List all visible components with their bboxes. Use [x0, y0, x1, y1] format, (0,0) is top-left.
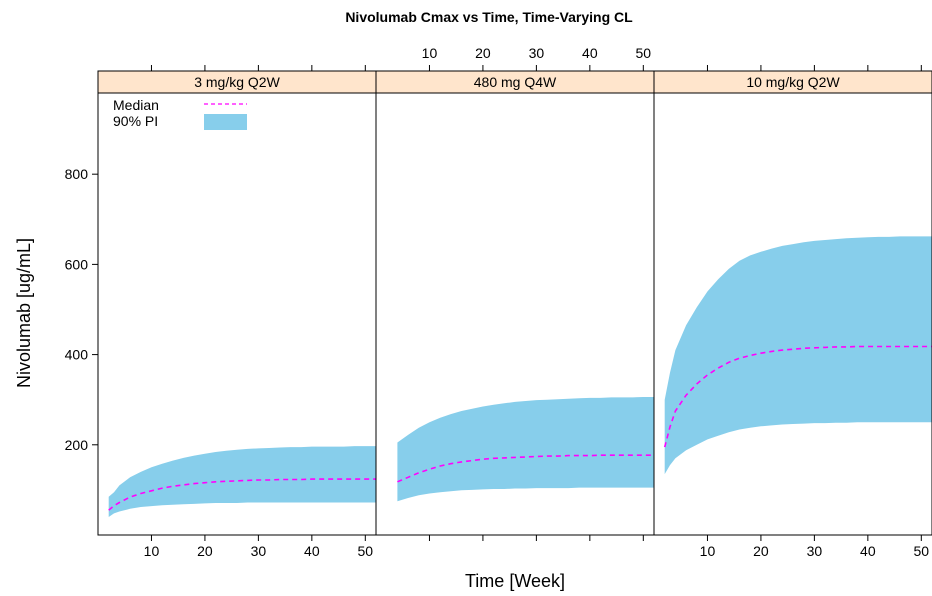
x-tick-label-1-10: 10 [144, 543, 160, 559]
y-tick-label-400: 400 [65, 347, 89, 363]
x-tick-label-1-40: 40 [304, 543, 320, 559]
panel-3: 10 mg/kg Q2W [653, 70, 932, 536]
pi-band-1 [108, 446, 376, 517]
panel-border-3 [653, 70, 932, 536]
strip-label-3: 10 mg/kg Q2W [746, 74, 840, 90]
y-tick-label-200: 200 [65, 437, 89, 453]
legend-label-median: Median [113, 97, 159, 113]
strip-label-2: 480 mg Q4W [474, 74, 557, 90]
x-tick-label-3-10: 10 [700, 543, 716, 559]
strip-label-1: 3 mg/kg Q2W [194, 74, 280, 90]
x-tick-label-3-40: 40 [860, 543, 876, 559]
x-tick-label-top-50: 50 [636, 45, 652, 61]
y-tick-label-600: 600 [65, 256, 89, 272]
legend-label-pi: 90% PI [113, 113, 158, 129]
chart-title: Nivolumab Cmax vs Time, Time-Varying CL [345, 9, 633, 25]
axes: 200 400 600 800 10 20 30 40 50 10 20 30 40 50 10 20 30 40… [65, 45, 930, 559]
x-axis-label: Time [Week] [465, 571, 565, 591]
legend-swatch-pi [204, 114, 247, 130]
x-tick-label-top-20: 20 [475, 45, 491, 61]
x-tick-label-1-50: 50 [358, 543, 374, 559]
x-tick-label-3-30: 30 [807, 543, 823, 559]
median-line-3 [663, 345, 932, 448]
panel-2: 480 mg Q4W [375, 70, 655, 536]
median-line-2 [397, 454, 654, 483]
x-tick-label-top-30: 30 [529, 45, 545, 61]
panels: 3 mg/kg Q2W 480 mg Q4W 10 mg/kg Q2W [97, 70, 932, 536]
x-tick-label-3-20: 20 [753, 543, 769, 559]
x-tick-label-3-50: 50 [914, 543, 930, 559]
x-tick-label-1-30: 30 [251, 543, 267, 559]
y-tick-label-800: 800 [65, 166, 89, 182]
pi-band-3 [664, 236, 932, 475]
x-tick-label-top-10: 10 [422, 45, 438, 61]
y-axis-label: Nivolumab [ug/mL] [14, 238, 34, 388]
x-tick-label-top-40: 40 [582, 45, 598, 61]
panel-1: 3 mg/kg Q2W [97, 70, 377, 536]
median-line-1 [108, 478, 376, 511]
x-tick-label-1-20: 20 [197, 543, 213, 559]
pi-band-2 [397, 397, 654, 502]
legend: Median 90% PI [113, 97, 247, 130]
